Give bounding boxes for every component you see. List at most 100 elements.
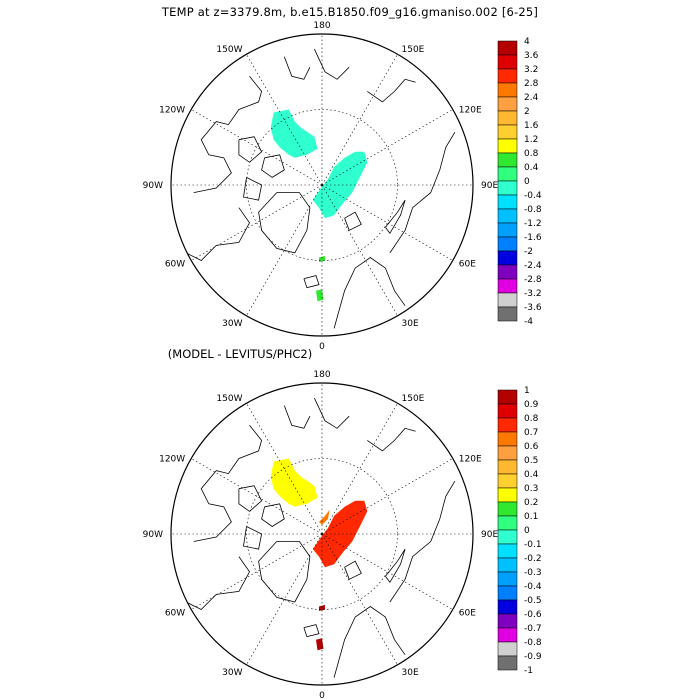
colorbar-swatch [497,292,518,308]
colorbar-swatch [497,138,518,154]
colorbar-label: 0.5 [524,456,538,466]
coastline [243,177,263,201]
coastline [238,136,263,163]
colorbar-label: 2.8 [524,79,539,89]
colorbar-swatch [497,543,518,559]
coastline [238,485,263,512]
colorbar-swatch [497,180,518,196]
colorbar-label: 0 [524,526,530,536]
coastline [261,154,285,178]
colorbar-label: 2.4 [524,93,539,103]
map-interior [171,383,473,685]
eurasian-basin-anomaly [312,151,368,219]
coastline [344,211,362,231]
coastline [314,48,350,80]
colorbar-swatch [497,445,518,461]
coastline [344,560,362,580]
meridian-line [191,458,323,535]
colorbar-label: 0.4 [524,470,539,480]
colorbar-label: 0.1 [524,512,538,522]
colorbar-label: -1 [524,666,533,676]
longitude-label-right-lower: 60E [459,609,476,619]
colorbar-label: -0.6 [524,610,542,620]
colorbar-swatch [497,124,518,140]
meridian-line [321,54,398,186]
colorbar-label: -2.8 [524,275,542,285]
longitude-label-bottom: 0 [319,342,325,352]
colorbar-swatch [497,459,518,475]
figure-subtitle: (MODEL - LEVITUS/PHC2) [167,347,313,361]
longitude-label-left-upper: 120W [159,455,185,465]
colorbar-swatch [497,403,518,419]
colorbar-swatch [497,208,518,224]
colorbar-swatch [497,194,518,210]
bottom-map: 180 150W 150E 120W 120E 90W 90E 60W 60E 30W 30E 0 1 0… [143,370,542,700]
figure-title: TEMP at z=3379.8m, b.e15.B1850.f09_g16.g… [161,5,539,19]
colorbar-swatch [497,236,518,252]
meridian-line [246,533,323,665]
longitude-label-upper-right: 150E [402,394,425,404]
colorbar-swatch [497,627,518,643]
longitude-label-top: 180 [313,21,330,31]
coastline [367,427,416,452]
colorbar-label: 0.4 [524,163,539,173]
coastline [333,606,406,678]
colorbar-swatch [497,110,518,126]
longitude-label-top: 180 [313,370,330,380]
colorbar-swatch [497,585,518,601]
colorbar-label: -0.8 [524,205,542,215]
colorbar-swatch [497,515,518,531]
colorbar-swatch [497,389,518,405]
coastline [333,257,406,329]
longitude-label-upper-left: 150W [216,45,242,55]
colorbar-label: 3.2 [524,65,538,75]
eurasian-basin-anomaly [312,500,368,568]
colorbar-label: 2 [524,107,530,117]
coastline [385,199,406,235]
longitude-label-right: 90E [481,181,498,191]
north-atlantic-patch [316,638,324,651]
colorbar-swatch [497,166,518,182]
colorbar-swatch [497,431,518,447]
colorbar-label: 3.6 [524,51,539,61]
coastline [283,56,311,80]
colorbar-label: -0.9 [524,652,542,662]
colorbar-label: 1 [524,386,530,396]
coastline [314,397,350,429]
meridian-line [321,184,453,261]
coastline [389,480,456,603]
colorbar-swatch [497,417,518,433]
colorbar-label: -2 [524,247,533,257]
colorbar-label: 0.3 [524,484,538,494]
colorbar-swatch [497,250,518,266]
colorbar-label: 1.2 [524,135,538,145]
colorbar-label: -2.4 [524,261,542,271]
colorbar-label: -0.2 [524,554,542,564]
colorbar-label: 0.6 [524,442,539,452]
meridian-line [321,533,453,610]
meridian-line [321,533,398,665]
colorbar-label: -0.3 [524,568,542,578]
coastline [389,131,456,254]
colorbar-label: -1.6 [524,233,542,243]
longitude-label-upper-left: 150W [216,394,242,404]
longitude-label-right-upper: 120E [459,106,482,116]
longitude-label-lower-right: 30E [402,319,419,329]
colorbar-swatch [497,96,518,112]
colorbar: 1 0.9 0.8 0.7 0.6 0.5 0.4 0.3 0.2 0.1 0 -0.1 -0.2 -0.… [497,386,542,676]
longitude-label-right: 90E [481,530,498,540]
colorbar-swatch [497,557,518,573]
canada-basin-anomaly [270,109,318,158]
colorbar-swatch [497,40,518,56]
colorbar-swatch [497,82,518,98]
canada-basin-anomaly [270,458,318,507]
longitude-label-lower-left: 30W [222,319,242,329]
colorbar-swatch [497,264,518,280]
top-map: 180 150W 150E 120W 120E 90W 90E 60W 60E 30W 30E 0 4 3… [143,21,542,352]
longitude-label-lower-right: 30E [402,668,419,678]
longitude-label-upper-right: 150E [402,45,425,55]
colorbar-label: 0.9 [524,400,539,410]
colorbar-label: -0.8 [524,638,542,648]
colorbar-swatch [497,278,518,294]
